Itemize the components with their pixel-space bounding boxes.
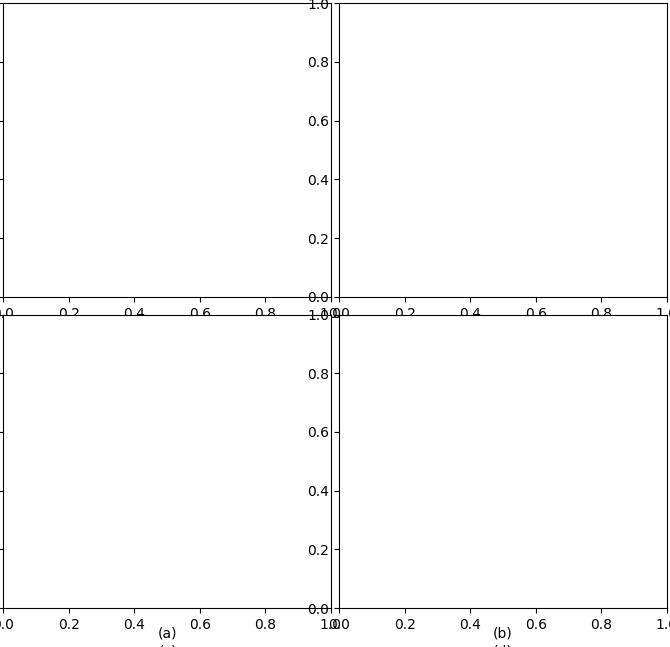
Text: (a): (a) — [157, 626, 178, 641]
Text: (b): (b) — [492, 626, 513, 641]
Text: (c): (c) — [158, 644, 177, 647]
Text: (d): (d) — [492, 644, 513, 647]
